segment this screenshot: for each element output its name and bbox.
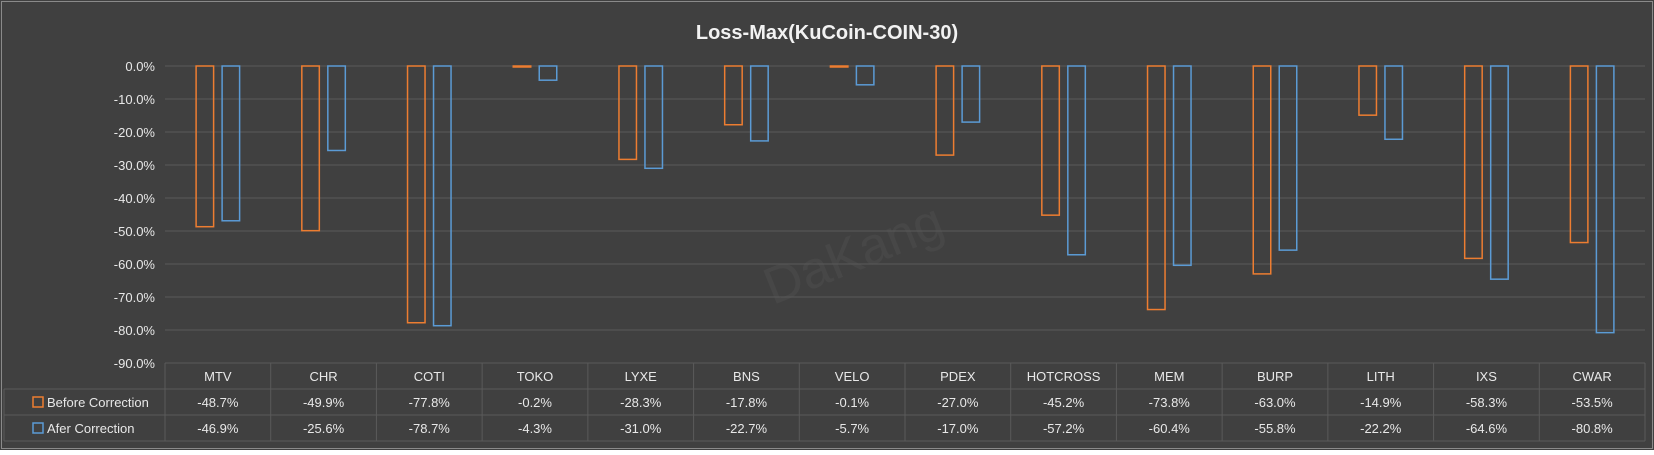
data-cell: -28.3% xyxy=(620,395,662,410)
category-label: MTV xyxy=(204,369,232,384)
series-name: Afer Correction xyxy=(47,421,134,436)
bar-before-pdex xyxy=(935,65,955,156)
data-cell: -31.0% xyxy=(620,421,662,436)
data-cell: -14.9% xyxy=(1360,395,1402,410)
data-cell: -57.2% xyxy=(1043,421,1085,436)
data-cell: -4.3% xyxy=(518,421,552,436)
data-cell: -0.1% xyxy=(835,395,869,410)
bar-before-cwar xyxy=(1569,65,1589,244)
bars xyxy=(195,65,1615,334)
bar-after-burp xyxy=(1278,65,1298,251)
bar-before-coti xyxy=(406,65,426,324)
data-cell: -22.2% xyxy=(1360,421,1402,436)
category-label: COTI xyxy=(414,369,445,384)
data-cell: -49.9% xyxy=(303,395,345,410)
bar-after-mem xyxy=(1172,65,1192,267)
category-label: TOKO xyxy=(517,369,554,384)
bar-before-velo xyxy=(829,65,849,68)
data-cell: -17.0% xyxy=(937,421,979,436)
data-cell: -58.3% xyxy=(1466,395,1508,410)
bar-after-velo xyxy=(855,65,875,86)
legend-key-before xyxy=(32,396,44,408)
bar-before-burp xyxy=(1252,65,1272,275)
data-cell: -27.0% xyxy=(937,395,979,410)
legend-key-after xyxy=(32,422,44,434)
data-cell: -53.5% xyxy=(1572,395,1614,410)
category-label: HOTCROSS xyxy=(1027,369,1101,384)
category-label: CWAR xyxy=(1573,369,1612,384)
bar-after-lith xyxy=(1384,65,1404,141)
data-cell: -5.7% xyxy=(835,421,869,436)
category-label: VELO xyxy=(835,369,870,384)
data-cell: -55.8% xyxy=(1254,421,1296,436)
bar-after-ixs xyxy=(1489,65,1509,280)
data-cell: -0.2% xyxy=(518,395,552,410)
category-label: IXS xyxy=(1476,369,1497,384)
y-tick-label: -50.0% xyxy=(114,224,156,239)
bar-after-chr xyxy=(327,65,347,152)
category-label: CHR xyxy=(309,369,337,384)
data-cell: -64.6% xyxy=(1466,421,1508,436)
data-cell: -45.2% xyxy=(1043,395,1085,410)
chart-title: Loss-Max(KuCoin-COIN-30) xyxy=(696,22,958,44)
y-tick-label: -40.0% xyxy=(114,191,156,206)
bar-before-lyxe xyxy=(618,65,638,161)
bar-before-chr xyxy=(301,65,321,232)
bar-after-lyxe xyxy=(644,65,664,170)
bar-after-coti xyxy=(432,65,452,327)
category-label: LITH xyxy=(1367,369,1395,384)
series-name: Before Correction xyxy=(47,395,149,410)
bar-after-hotcross xyxy=(1067,65,1087,256)
data-table: MTV CHR COTI TOKO LYXE BNS VELO PDEX HOTCROSS MEM… xyxy=(3,362,1646,442)
data-cell: -63.0% xyxy=(1254,395,1296,410)
y-tick-label: -60.0% xyxy=(114,257,156,272)
y-tick-label: -20.0% xyxy=(114,125,156,140)
data-cell: -78.7% xyxy=(409,421,451,436)
bar-after-pdex xyxy=(961,65,981,123)
bar-before-hotcross xyxy=(1041,65,1061,216)
y-axis-tick-labels: 0.0% -10.0% -20.0% -30.0% -40.0% -50.0% -60.0%… xyxy=(114,59,156,371)
category-label: MEM xyxy=(1154,369,1184,384)
y-tick-label: -80.0% xyxy=(114,323,156,338)
y-tick-label: 0.0% xyxy=(125,59,155,74)
data-cell: -73.8% xyxy=(1149,395,1191,410)
data-cell: -46.9% xyxy=(197,421,239,436)
y-tick-label: -10.0% xyxy=(114,92,156,107)
category-label: BNS xyxy=(733,369,760,384)
bar-before-bns xyxy=(723,65,743,126)
bar-before-mtv xyxy=(195,65,215,228)
bar-before-lith xyxy=(1358,65,1378,116)
category-label: LYXE xyxy=(625,369,658,384)
category-label: BURP xyxy=(1257,369,1293,384)
bar-after-toko xyxy=(538,65,558,81)
data-cell: -77.8% xyxy=(409,395,451,410)
category-label: PDEX xyxy=(940,369,976,384)
y-tick-label: -90.0% xyxy=(114,356,156,371)
y-tick-label: -70.0% xyxy=(114,290,156,305)
data-cell: -60.4% xyxy=(1149,421,1191,436)
y-tick-label: -30.0% xyxy=(114,158,156,173)
bar-after-mtv xyxy=(221,65,241,222)
data-cell: -25.6% xyxy=(303,421,345,436)
bar-before-toko xyxy=(512,65,532,68)
data-cell: -80.8% xyxy=(1572,421,1614,436)
data-cell: -48.7% xyxy=(197,395,239,410)
data-cell: -17.8% xyxy=(726,395,768,410)
bar-after-cwar xyxy=(1595,65,1615,334)
bar-after-bns xyxy=(749,65,769,142)
bar-before-mem xyxy=(1146,65,1166,311)
bar-before-ixs xyxy=(1463,65,1483,260)
data-cell: -22.7% xyxy=(726,421,768,436)
